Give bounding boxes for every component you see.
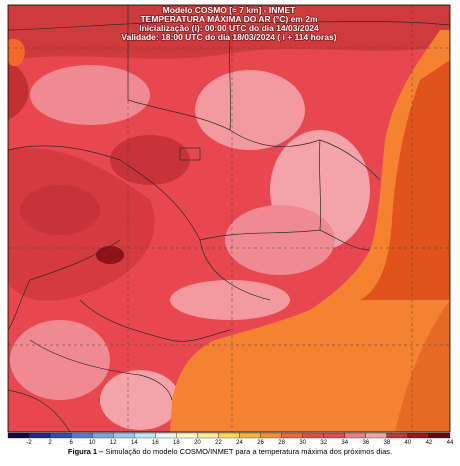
colorbar-cell	[197, 432, 219, 439]
colorbar-label: 6	[69, 440, 73, 446]
colorbar-cell	[70, 432, 93, 439]
colorbar-label: 38	[384, 440, 391, 446]
colorbar-label: -2	[26, 440, 32, 446]
colorbar-label: 14	[131, 440, 138, 446]
title-line: TEMPERATURA MÁXIMA DO AR (°C) em 2m	[140, 14, 317, 24]
colorbar-label: 40	[405, 440, 412, 446]
colorbar-cell	[218, 432, 240, 439]
map-figure: Modelo COSMO [≈ 7 km] - INMETTEMPERATURA…	[7, 4, 454, 446]
colorbar-cell	[365, 432, 388, 439]
colorbar-label: 22	[215, 440, 222, 446]
title-line: Modelo COSMO [≈ 7 km] - INMET	[163, 5, 296, 15]
colorbar-label: 20	[194, 440, 201, 446]
title-line: Inicialização (i): 00:00 UTC do dia 14/0…	[139, 23, 319, 33]
graticule	[8, 5, 450, 432]
caption-text: Simulação do modelo COSMO/INMET para a t…	[105, 447, 393, 456]
colorbar-label: 24	[236, 440, 243, 446]
colorbar-label: 32	[320, 440, 327, 446]
caption-label: Figura 1 –	[67, 447, 104, 456]
colorbar-label: 30	[299, 440, 306, 446]
colorbar-cell	[386, 432, 409, 439]
colorbar-cell	[49, 432, 72, 439]
title-line: Validade: 18:00 UTC do dia 18/03/2024 ( …	[121, 32, 336, 42]
colorbar-label: 28	[278, 440, 285, 446]
colorbar-label: 16	[152, 440, 159, 446]
colorbar-cell	[428, 432, 451, 439]
map: Modelo COSMO [≈ 7 km] - INMETTEMPERATURA…	[8, 5, 450, 432]
colorbar-cell	[239, 432, 261, 439]
colorbar-label: 34	[341, 440, 348, 446]
colorbar: -2 2 6 10 12 14 16 18 20 22 24 26 28 30 32 34 36 38 40 42 44	[7, 432, 454, 446]
colorbar-label: 18	[173, 440, 180, 446]
colorbar-label: 2	[48, 440, 52, 446]
colorbar-cell	[134, 432, 156, 439]
colorbar-label: 44	[447, 440, 454, 446]
colorbar-cell	[281, 432, 303, 439]
colorbar-cell	[323, 432, 345, 439]
colorbar-cell	[407, 432, 430, 439]
caption: Figura 1 – Simulação do modelo COSMO/INM…	[0, 447, 460, 456]
colorbar-label: 10	[89, 440, 96, 446]
borders	[8, 5, 450, 432]
colorbar-label: 36	[362, 440, 369, 446]
colorbar-cell	[176, 432, 198, 439]
colorbar-cell	[155, 432, 177, 439]
map-title: Modelo COSMO [≈ 7 km] - INMETTEMPERATURA…	[121, 5, 338, 43]
colorbar-cell	[7, 432, 30, 439]
colorbar-cell	[113, 432, 135, 439]
colorbar-cell	[302, 432, 324, 439]
colorbar-cell	[92, 432, 114, 439]
colorbar-cell	[28, 432, 51, 439]
colorbar-cell	[344, 432, 366, 439]
colorbar-label: 42	[426, 440, 433, 446]
colorbar-cell	[260, 432, 282, 439]
colorbar-label: 26	[257, 440, 264, 446]
colorbar-label: 12	[110, 440, 117, 446]
